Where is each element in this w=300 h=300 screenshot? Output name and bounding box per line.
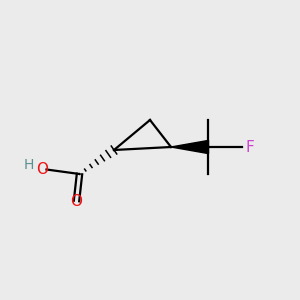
Text: O: O bbox=[70, 194, 83, 208]
Text: F: F bbox=[245, 140, 254, 154]
Polygon shape bbox=[171, 140, 208, 154]
Text: H: H bbox=[23, 158, 34, 172]
Text: O: O bbox=[36, 162, 48, 177]
